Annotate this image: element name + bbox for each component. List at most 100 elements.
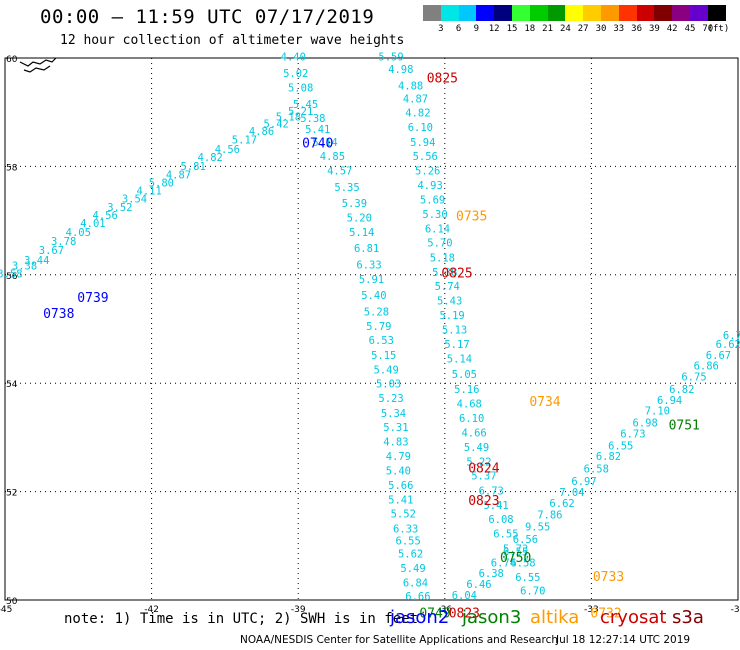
wave-height-value: 5.17 <box>444 339 469 351</box>
wave-height-value: 6.38 <box>479 568 504 580</box>
wave-height-value: 6.46 <box>466 579 491 591</box>
wave-height-value: 5.49 <box>374 364 399 376</box>
wave-height-value: 6.55 <box>503 547 528 559</box>
wave-height-value: 5.62 <box>398 549 423 561</box>
scale-label: 12 <box>488 24 500 34</box>
scale-swatch <box>547 5 566 21</box>
scale-label: 45 <box>684 24 696 34</box>
y-tick-label: 60 <box>6 55 18 65</box>
x-tick-label: -36 <box>437 605 452 615</box>
wave-height-value: 5.41 <box>388 495 413 507</box>
wave-height-value: 6.86 <box>694 361 719 373</box>
wave-height-value: 6.73 <box>620 428 645 440</box>
pass-time-label: 0735 <box>456 210 487 225</box>
pass-time-label: 0738 <box>43 307 74 322</box>
wave-height-value: 4.98 <box>388 64 413 76</box>
wave-height-value: 6.55 <box>396 536 421 548</box>
wave-height-value: 5.14 <box>349 227 374 239</box>
wave-height-value: 4.86 <box>249 126 274 138</box>
wave-height-value: 4.87 <box>403 93 428 105</box>
wave-height-value: 6.74 <box>491 557 516 569</box>
wave-height-value: 4.87 <box>166 169 191 181</box>
pass-time-label: 0751 <box>669 418 700 433</box>
wave-height-value: 6.62 <box>549 498 574 510</box>
wave-height-value: 6.10 <box>408 122 433 134</box>
wave-height-value: 5.69 <box>420 194 445 206</box>
wave-height-value: 5.15 <box>371 350 396 362</box>
wave-height-value: 5.02 <box>283 68 308 80</box>
scale-label: 18 <box>524 24 536 34</box>
wave-height-value: 4.56 <box>93 210 118 222</box>
wave-height-value: 4.66 <box>461 427 486 439</box>
wave-height-value: 6.81 <box>354 243 379 255</box>
scale-swatch <box>636 5 655 21</box>
scale-swatch <box>529 5 548 21</box>
wave-height-value: 4.85 <box>320 151 345 163</box>
wave-height-value: 6.84 <box>403 577 428 589</box>
wave-height-value: 3.78 <box>51 236 76 248</box>
scale-swatch <box>423 5 441 21</box>
wave-height-value: 5.26 <box>415 166 440 178</box>
wave-height-value: 6.58 <box>584 464 609 476</box>
wave-height-value: 4.40 <box>281 52 306 64</box>
wave-height-value: 4.56 <box>215 144 240 156</box>
footer-note: note: 1) Time is in UTC; 2) SWH is in fe… <box>64 611 419 627</box>
wave-height-value: 5.37 <box>471 471 496 483</box>
scale-swatch <box>654 5 673 21</box>
wave-height-value: 6.75 <box>681 371 706 383</box>
wave-height-value: 3.38 <box>12 260 37 272</box>
scale-label: 39 <box>648 24 660 34</box>
scale-label: 9 <box>473 24 480 34</box>
scale-label: 33 <box>613 24 625 34</box>
wave-height-value: 5.59 <box>378 52 403 64</box>
scale-label: 15 <box>506 24 518 34</box>
y-tick-label: 50 <box>6 597 18 607</box>
wave-height-value: 5.41 <box>483 500 508 512</box>
wave-height-value: 5.81 <box>180 161 205 173</box>
scale-unit: (ft) <box>707 24 730 34</box>
y-tick-label: 56 <box>6 272 18 282</box>
wave-height-value: 5.18 <box>430 252 455 264</box>
wave-height-value: 4.83 <box>383 437 408 449</box>
satellite-legend-item-altika: altika <box>530 607 580 628</box>
y-tick-label: 54 <box>6 380 18 390</box>
wave-height-value: 6.71 <box>723 330 740 342</box>
pass-time-label: 0732 <box>590 606 621 621</box>
chart-title: 00:00 – 11:59 UTC 07/17/2019 <box>40 6 375 28</box>
scale-label: 3 <box>438 24 444 34</box>
scale-label: 27 <box>577 24 589 34</box>
scale-label: 21 <box>542 24 554 34</box>
wave-height-value: 5.39 <box>342 198 367 210</box>
wave-height-value: 5.30 <box>422 209 447 221</box>
wave-height-value: 5.19 <box>439 310 464 322</box>
wave-height-value: 6.58 <box>510 557 535 569</box>
wave-height-value: 3.67 <box>39 245 64 257</box>
wave-height-value: 5.43 <box>437 296 462 308</box>
wave-height-value: 5.13 <box>442 324 467 336</box>
scale-label: 30 <box>595 24 607 34</box>
wave-height-value: 5.34 <box>381 408 406 420</box>
wave-height-value: 5.91 <box>359 274 384 286</box>
wave-height-value: 5.38 <box>432 267 457 279</box>
wave-height-value: 5.66 <box>388 480 413 492</box>
wave-height-value: 5.31 <box>383 422 408 434</box>
wave-height-value: 5.03 <box>376 379 401 391</box>
wave-height-value: 7.10 <box>645 406 670 418</box>
generated-timestamp: Jul 18 12:27:14 UTC 2019 <box>556 634 691 646</box>
wave-height-value: 5.80 <box>149 177 174 189</box>
pass-time-label: 0825 <box>441 267 472 282</box>
wave-height-value: 6.82 <box>596 451 621 463</box>
wave-height-value: 6.08 <box>488 514 513 526</box>
wave-height-value: 6.04 <box>452 590 477 602</box>
wave-height-value: 7.86 <box>537 510 562 522</box>
wave-height-value: 5.20 <box>347 213 372 225</box>
wave-height-value: 4.05 <box>66 227 91 239</box>
wave-height-value: 3.44 <box>24 255 49 267</box>
wave-height-value: 5.18 <box>276 111 301 123</box>
wave-height-value: 5.74 <box>435 281 460 293</box>
wave-height-value: 5.56 <box>413 151 438 163</box>
wave-height-value: 9.55 <box>525 522 550 534</box>
scale-label: 70 <box>702 24 714 34</box>
scale-swatch <box>672 5 690 21</box>
wave-height-value: 5.40 <box>386 465 411 477</box>
